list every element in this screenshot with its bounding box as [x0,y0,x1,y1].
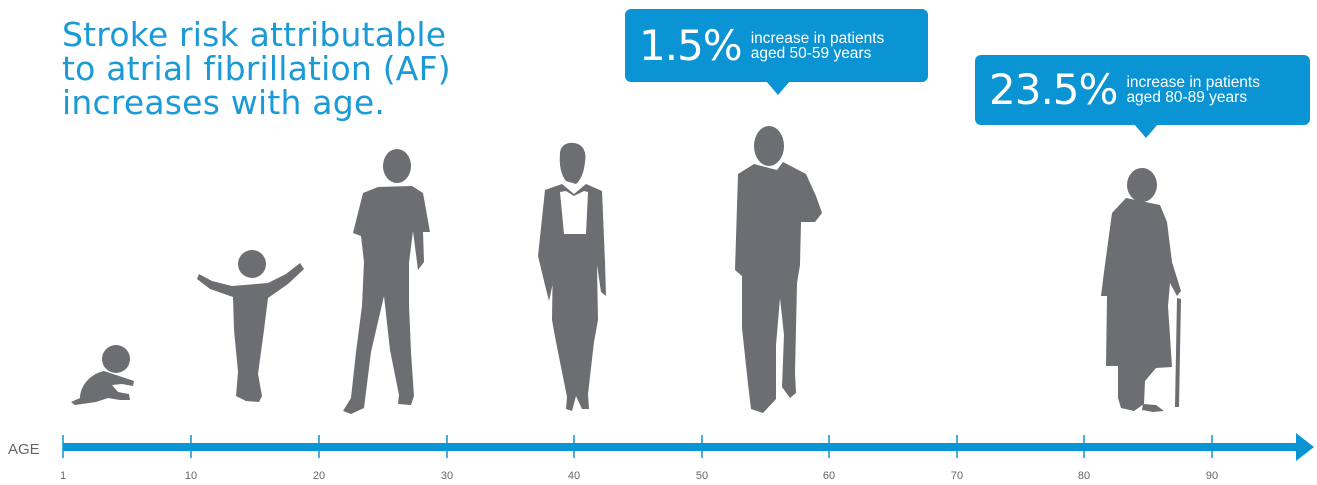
headline-line-2: to atrial fibrillation (AF) [62,49,451,88]
callout-text: increase in patients aged 50-59 years [750,29,885,62]
age-tick-label: 30 [440,470,454,482]
callout-50-59: 1.5% increase in patients aged 50-59 yea… [625,9,928,95]
woman-icon [538,142,606,411]
age-tick-label: 20 [312,470,326,482]
callout-percent: 1.5% [639,20,743,70]
age-tick-label: 50 [695,470,709,482]
headline-line-3: increases with age. [62,83,386,122]
age-axis [62,433,1314,461]
age-tick-label: 90 [1205,470,1219,482]
age-tick-label: 60 [822,470,836,482]
age-tick-label: 1 [59,470,67,482]
age-axis-line [63,443,1301,451]
age-tick-label: 40 [567,470,581,482]
callout-percent: 23.5% [989,65,1118,114]
man-icon [735,126,822,413]
age-tick-label: 70 [950,470,964,482]
headline: Stroke risk attributable to atrial fibri… [62,18,451,120]
callout-text: increase in patients aged 80-89 years [1126,74,1260,106]
callout-text-line-2: aged 50-59 years [750,44,872,62]
age-tick-label: 10 [184,470,198,482]
elderly-woman-with-cane-icon [1101,168,1181,412]
callout-80-89: 23.5% increase in patients aged 80-89 ye… [975,55,1310,138]
age-axis-label: AGE [8,441,40,458]
age-axis-arrowhead [1296,433,1314,461]
callout-text-line-1: increase in patients [1126,74,1260,91]
age-tick-label: 80 [1077,470,1091,482]
toddler-icon [197,250,304,402]
callout-text-line-2: aged 80-89 years [1126,89,1248,106]
teenager-icon [343,149,430,414]
callout-text-line-1: increase in patients [750,29,885,47]
crawling-baby-icon [71,345,134,405]
headline-line-1: Stroke risk attributable [62,15,447,54]
